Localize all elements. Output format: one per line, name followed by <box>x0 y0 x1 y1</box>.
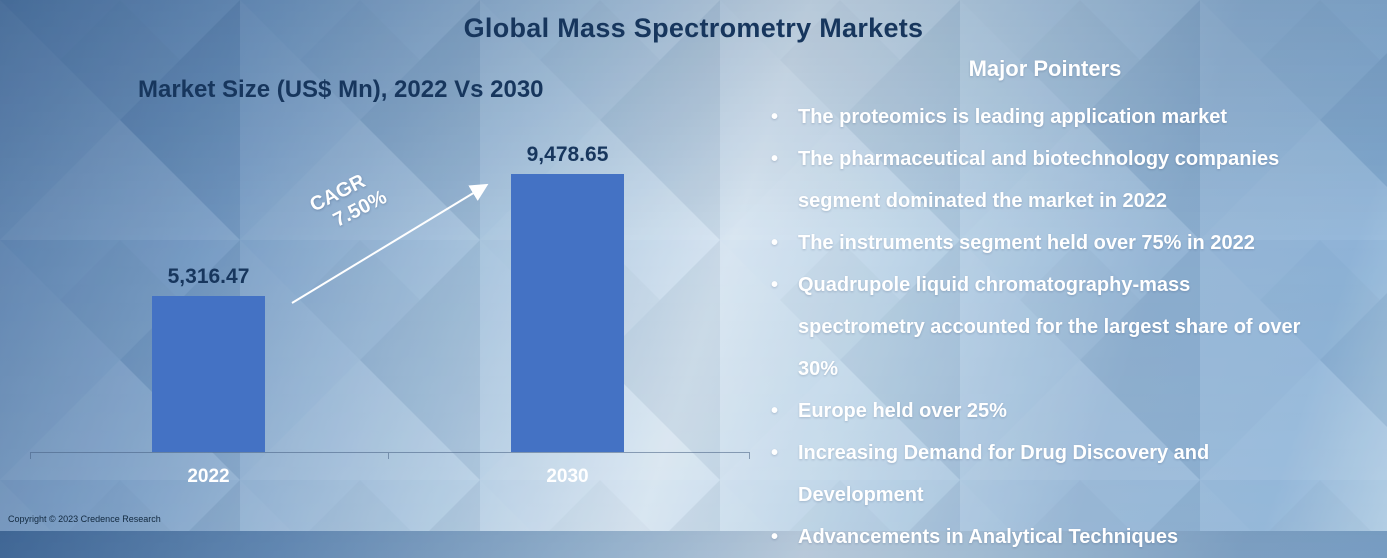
pointer-item: The proteomics is leading application ma… <box>765 96 1303 138</box>
bar-group-2022: 5,316.47 <box>152 265 265 452</box>
major-pointers-panel: Major Pointers The proteomics is leading… <box>765 56 1370 558</box>
copyright-notice: Copyright © 2023 Credence Research <box>8 514 161 524</box>
pointer-item: Increasing Demand for Drug Discovery and… <box>765 432 1303 516</box>
pointer-item: Europe held over 25% <box>765 390 1303 432</box>
pointers-heading: Major Pointers <box>968 56 1122 81</box>
bar-2030 <box>511 174 624 452</box>
pointer-item: Advancements in Analytical Techniques <box>765 516 1303 558</box>
bar-chart: Market Size (US$ Mn), 2022 Vs 2030 CAGR … <box>30 76 750 487</box>
category-label-2022: 2022 <box>187 466 230 487</box>
page-title: Global Mass Spectrometry Markets <box>463 13 924 43</box>
growth-arrow-icon <box>291 183 489 304</box>
axis-tick <box>749 453 750 459</box>
axis-tick <box>30 453 31 459</box>
bar-2022 <box>152 296 265 452</box>
category-label-2030: 2030 <box>546 466 589 487</box>
axis-tick <box>388 453 389 459</box>
pointers-list: The proteomics is leading application ma… <box>765 96 1370 558</box>
x-axis <box>30 452 750 459</box>
pointer-item: Quadrupole liquid chromatography-mass sp… <box>765 264 1303 390</box>
bar-group-2030: 9,478.65 <box>511 143 624 452</box>
chart-title: Market Size (US$ Mn), 2022 Vs 2030 <box>138 76 544 103</box>
value-label-2030: 9,478.65 <box>526 143 609 166</box>
pointer-item: The pharmaceutical and biotechnology com… <box>765 138 1303 222</box>
pointer-item: The instruments segment held over 75% in… <box>765 222 1303 264</box>
value-label-2022: 5,316.47 <box>167 265 250 288</box>
